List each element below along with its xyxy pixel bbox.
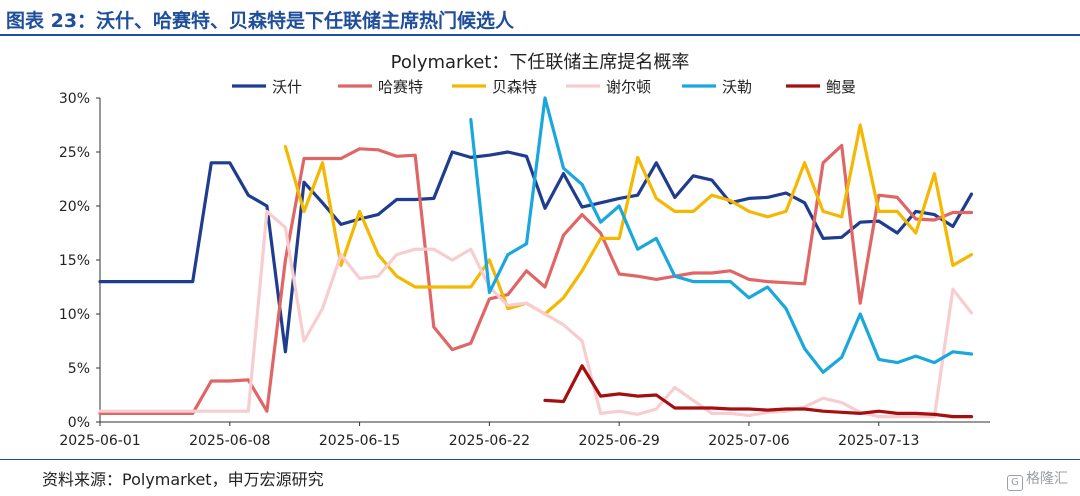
x-tick-label: 2025-06-29 — [578, 433, 659, 449]
gelonghui-logo-icon: G — [1007, 475, 1023, 491]
x-tick-label: 2025-07-06 — [708, 433, 789, 449]
x-tick-label: 2025-06-01 — [59, 433, 140, 449]
figure-header: 图表 23：沃什、哈赛特、贝森特是下任联储主席热门候选人 — [0, 0, 1080, 36]
legend-item: 鲍曼 — [786, 78, 856, 96]
legend-label: 贝森特 — [492, 78, 537, 96]
y-tick-label: 10% — [59, 307, 90, 323]
y-tick-label: 5% — [68, 361, 90, 377]
legend-item: 贝森特 — [452, 78, 537, 96]
y-tick-label: 20% — [59, 199, 90, 215]
x-tick-label: 2025-06-15 — [319, 433, 400, 449]
chart-container: Polymarket：下任联储主席提名概率 沃什 哈赛特 贝森特 谢尔顿 沃勒 鲍曼 0%… — [0, 38, 1080, 458]
chart-axes: 0% 5% 10% 15% 20% 25% 30% 2025-06-01 2025-06-08 2… — [59, 91, 990, 449]
chart-title: Polymarket：下任联储主席提名概率 — [391, 52, 690, 73]
y-tick-label: 30% — [59, 91, 90, 107]
watermark: G 格隆汇 — [1007, 468, 1068, 491]
series-line-沃勒 — [469, 96, 974, 374]
watermark-text: 格隆汇 — [1026, 471, 1068, 487]
series-line-鲍曼 — [543, 364, 974, 419]
x-tick-label: 2025-06-22 — [449, 433, 530, 449]
chart-series — [98, 96, 974, 419]
legend-item: 哈赛特 — [338, 78, 423, 96]
series-line-贝森特 — [283, 123, 974, 316]
line-chart: Polymarket：下任联储主席提名概率 沃什 哈赛特 贝森特 谢尔顿 沃勒 鲍曼 0%… — [59, 52, 990, 449]
legend-label: 谢尔顿 — [606, 78, 651, 96]
figure-title: 图表 23：沃什、哈赛特、贝森特是下任联储主席热门候选人 — [6, 10, 515, 32]
y-tick-label: 15% — [59, 253, 90, 269]
legend-item: 谢尔顿 — [566, 78, 651, 96]
legend-label: 哈赛特 — [378, 78, 423, 96]
series-line-谢尔顿 — [98, 209, 974, 419]
legend-item: 沃什 — [232, 78, 302, 96]
x-tick-label: 2025-06-08 — [189, 433, 270, 449]
legend-label: 沃勒 — [722, 78, 752, 96]
x-tick-label: 2025-07-13 — [838, 433, 919, 449]
series-line-哈赛特 — [98, 143, 974, 415]
legend-label: 沃什 — [272, 78, 302, 96]
y-tick-label: 25% — [59, 145, 90, 161]
source-note: 资料来源：Polymarket，申万宏源研究 — [42, 470, 324, 489]
header-divider — [0, 34, 1080, 36]
legend-label: 鲍曼 — [826, 78, 856, 96]
legend-item: 沃勒 — [682, 78, 752, 96]
y-tick-label: 0% — [68, 415, 90, 431]
chart-legend: 沃什 哈赛特 贝森特 谢尔顿 沃勒 鲍曼 — [232, 78, 856, 96]
footer-divider — [0, 459, 1080, 460]
